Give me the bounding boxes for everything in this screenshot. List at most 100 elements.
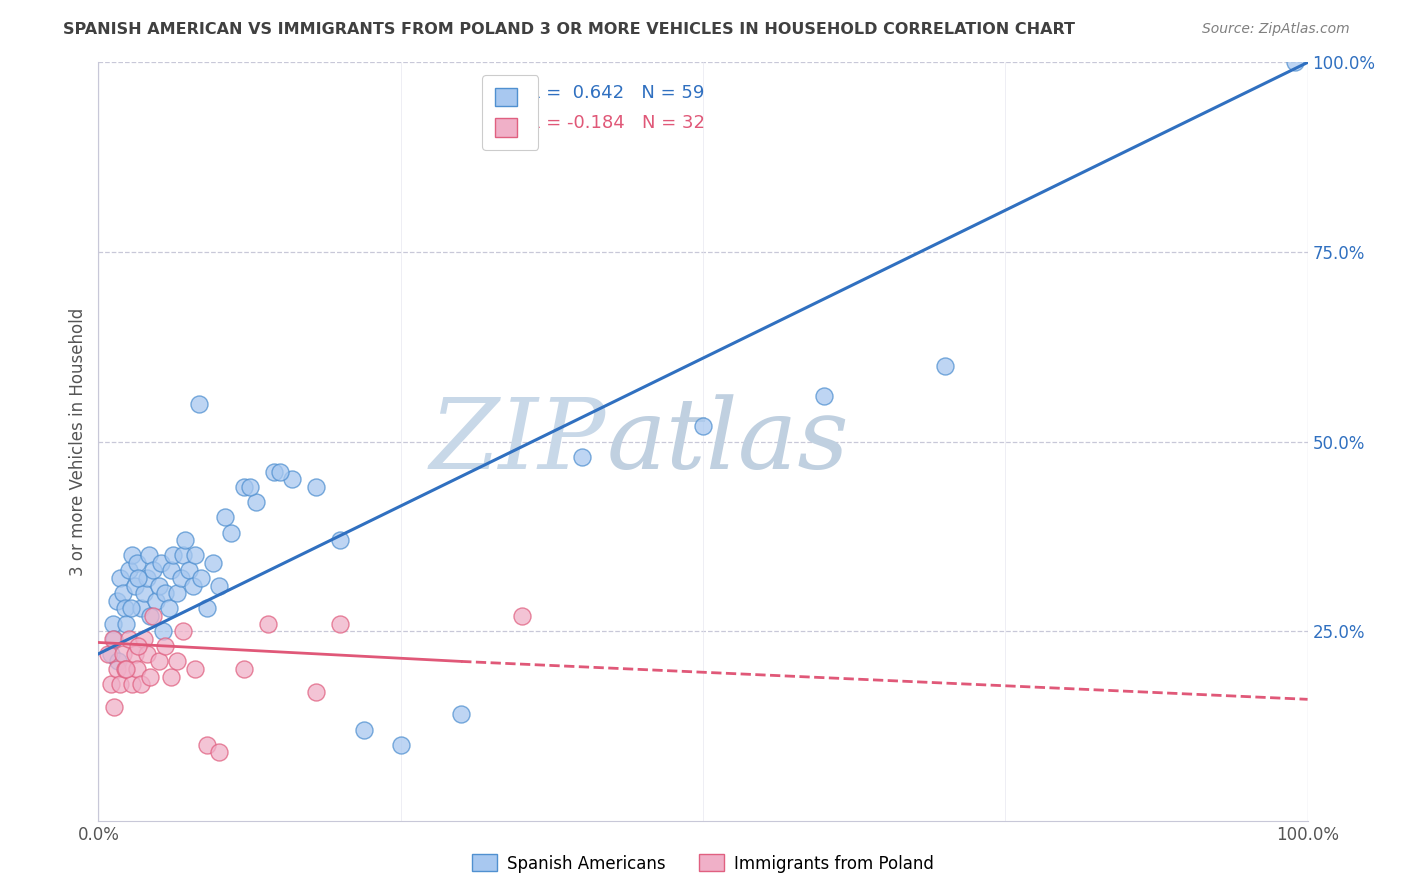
- Point: [105, 594, 128, 608]
- Point: [245, 495, 267, 509]
- Point: [153, 586, 176, 600]
- Point: [153, 639, 176, 653]
- Point: [190, 571, 212, 585]
- Point: [121, 677, 143, 691]
- Point: [263, 465, 285, 479]
- Point: [208, 746, 231, 760]
- Point: [692, 419, 714, 434]
- Point: [195, 738, 218, 752]
- Point: [152, 624, 174, 639]
- Point: [100, 647, 122, 661]
- Point: [127, 556, 149, 570]
- Point: [124, 579, 146, 593]
- Point: [100, 677, 122, 691]
- Point: [108, 677, 131, 691]
- Point: [150, 556, 173, 570]
- Point: [329, 616, 352, 631]
- Point: [187, 396, 209, 410]
- Point: [114, 601, 136, 615]
- Text: R =  0.642   N = 59: R = 0.642 N = 59: [527, 84, 704, 102]
- Text: Source: ZipAtlas.com: Source: ZipAtlas.com: [1202, 22, 1350, 37]
- Point: [105, 662, 128, 676]
- Point: [184, 548, 207, 563]
- Point: [389, 738, 412, 752]
- Legend: Spanish Americans, Immigrants from Poland: Spanish Americans, Immigrants from Polan…: [465, 847, 941, 880]
- Text: atlas: atlas: [606, 394, 849, 489]
- Point: [134, 632, 156, 646]
- Point: [127, 639, 149, 653]
- Point: [135, 571, 157, 585]
- Point: [129, 677, 152, 691]
- Point: [353, 723, 375, 737]
- Point: [114, 662, 136, 676]
- Point: [111, 586, 134, 600]
- Point: [174, 533, 197, 547]
- Point: [813, 389, 835, 403]
- Point: [121, 548, 143, 563]
- Point: [127, 662, 149, 676]
- Point: [195, 601, 218, 615]
- Point: [450, 707, 472, 722]
- Point: [135, 647, 157, 661]
- Point: [134, 586, 156, 600]
- Legend: , : ,: [482, 75, 538, 150]
- Y-axis label: 3 or more Vehicles in Household: 3 or more Vehicles in Household: [69, 308, 87, 575]
- Text: ZIP: ZIP: [430, 394, 606, 489]
- Point: [120, 601, 142, 615]
- Point: [118, 564, 141, 578]
- Point: [103, 699, 125, 714]
- Point: [142, 564, 165, 578]
- Point: [239, 480, 262, 494]
- Point: [1284, 55, 1306, 70]
- Point: [184, 662, 207, 676]
- Point: [166, 586, 188, 600]
- Point: [148, 655, 170, 669]
- Point: [97, 647, 120, 661]
- Point: [214, 510, 236, 524]
- Point: [103, 632, 125, 646]
- Point: [221, 525, 243, 540]
- Point: [179, 564, 201, 578]
- Point: [142, 608, 165, 623]
- Text: SPANISH AMERICAN VS IMMIGRANTS FROM POLAND 3 OR MORE VEHICLES IN HOUSEHOLD CORRE: SPANISH AMERICAN VS IMMIGRANTS FROM POLA…: [63, 22, 1076, 37]
- Point: [934, 359, 956, 373]
- Point: [111, 647, 134, 661]
- Point: [232, 480, 254, 494]
- Point: [281, 473, 304, 487]
- Point: [139, 608, 162, 623]
- Point: [160, 564, 183, 578]
- Point: [108, 571, 131, 585]
- Point: [107, 655, 129, 669]
- Point: [139, 669, 162, 683]
- Point: [256, 616, 278, 631]
- Point: [118, 632, 141, 646]
- Point: [202, 556, 225, 570]
- Point: [305, 685, 328, 699]
- Point: [269, 465, 291, 479]
- Point: [101, 616, 124, 631]
- Point: [160, 669, 183, 683]
- Point: [124, 647, 146, 661]
- Point: [208, 579, 231, 593]
- Point: [115, 662, 138, 676]
- Point: [305, 480, 328, 494]
- Point: [162, 548, 184, 563]
- Point: [232, 662, 254, 676]
- Point: [172, 548, 194, 563]
- Point: [181, 579, 204, 593]
- Point: [571, 450, 593, 464]
- Point: [101, 632, 124, 646]
- Point: [129, 601, 152, 615]
- Point: [138, 548, 160, 563]
- Point: [329, 533, 352, 547]
- Point: [127, 571, 149, 585]
- Point: [145, 594, 167, 608]
- Point: [172, 624, 194, 639]
- Point: [157, 601, 180, 615]
- Point: [169, 571, 191, 585]
- Point: [166, 655, 188, 669]
- Point: [510, 608, 533, 623]
- Point: [115, 616, 138, 631]
- Text: R = -0.184   N = 32: R = -0.184 N = 32: [527, 114, 704, 132]
- Point: [148, 579, 170, 593]
